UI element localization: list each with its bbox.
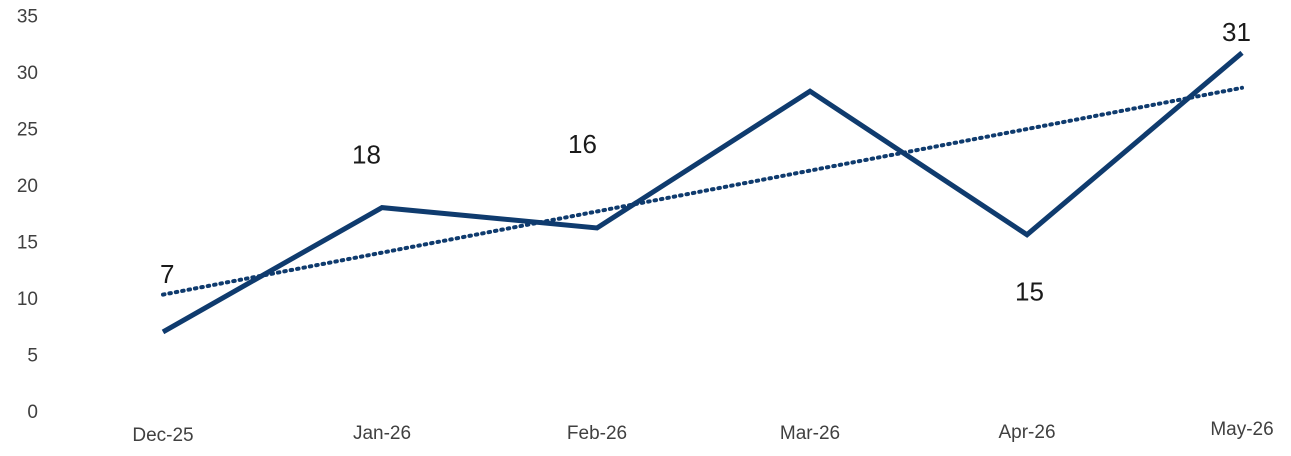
data-label: 15 bbox=[1015, 277, 1044, 307]
x-axis: Dec-25 Jan-26 Feb-26 Mar-26 Apr-26 May-26 bbox=[132, 419, 1273, 446]
data-label-layer: 71816281531 bbox=[160, 17, 1251, 307]
y-tick-label: 30 bbox=[17, 63, 38, 84]
y-axis: 0 5 10 15 20 25 30 35 bbox=[17, 7, 38, 424]
y-tick-label: 0 bbox=[27, 402, 38, 423]
x-tick-label: Jan-26 bbox=[353, 423, 411, 444]
y-tick-label: 10 bbox=[17, 289, 38, 310]
series-line bbox=[161, 50, 1244, 335]
data-label: 16 bbox=[568, 129, 597, 159]
trendline-layer bbox=[161, 85, 1244, 297]
x-tick-label: Feb-26 bbox=[567, 423, 627, 444]
y-tick-label: 5 bbox=[27, 346, 38, 367]
x-tick-label: Mar-26 bbox=[780, 423, 840, 444]
data-label: 31 bbox=[1222, 17, 1251, 47]
y-tick-label: 35 bbox=[17, 7, 38, 28]
y-tick-label: 25 bbox=[17, 120, 38, 141]
trendline bbox=[161, 85, 1244, 297]
x-tick-label: May-26 bbox=[1210, 419, 1273, 440]
series-layer bbox=[161, 50, 1244, 335]
x-tick-label: Apr-26 bbox=[998, 422, 1055, 443]
y-tick-label: 15 bbox=[17, 233, 38, 254]
x-tick-label: Dec-25 bbox=[132, 425, 193, 446]
data-label: 18 bbox=[352, 140, 381, 170]
data-label: 7 bbox=[160, 259, 174, 289]
y-tick-label: 20 bbox=[17, 176, 38, 197]
